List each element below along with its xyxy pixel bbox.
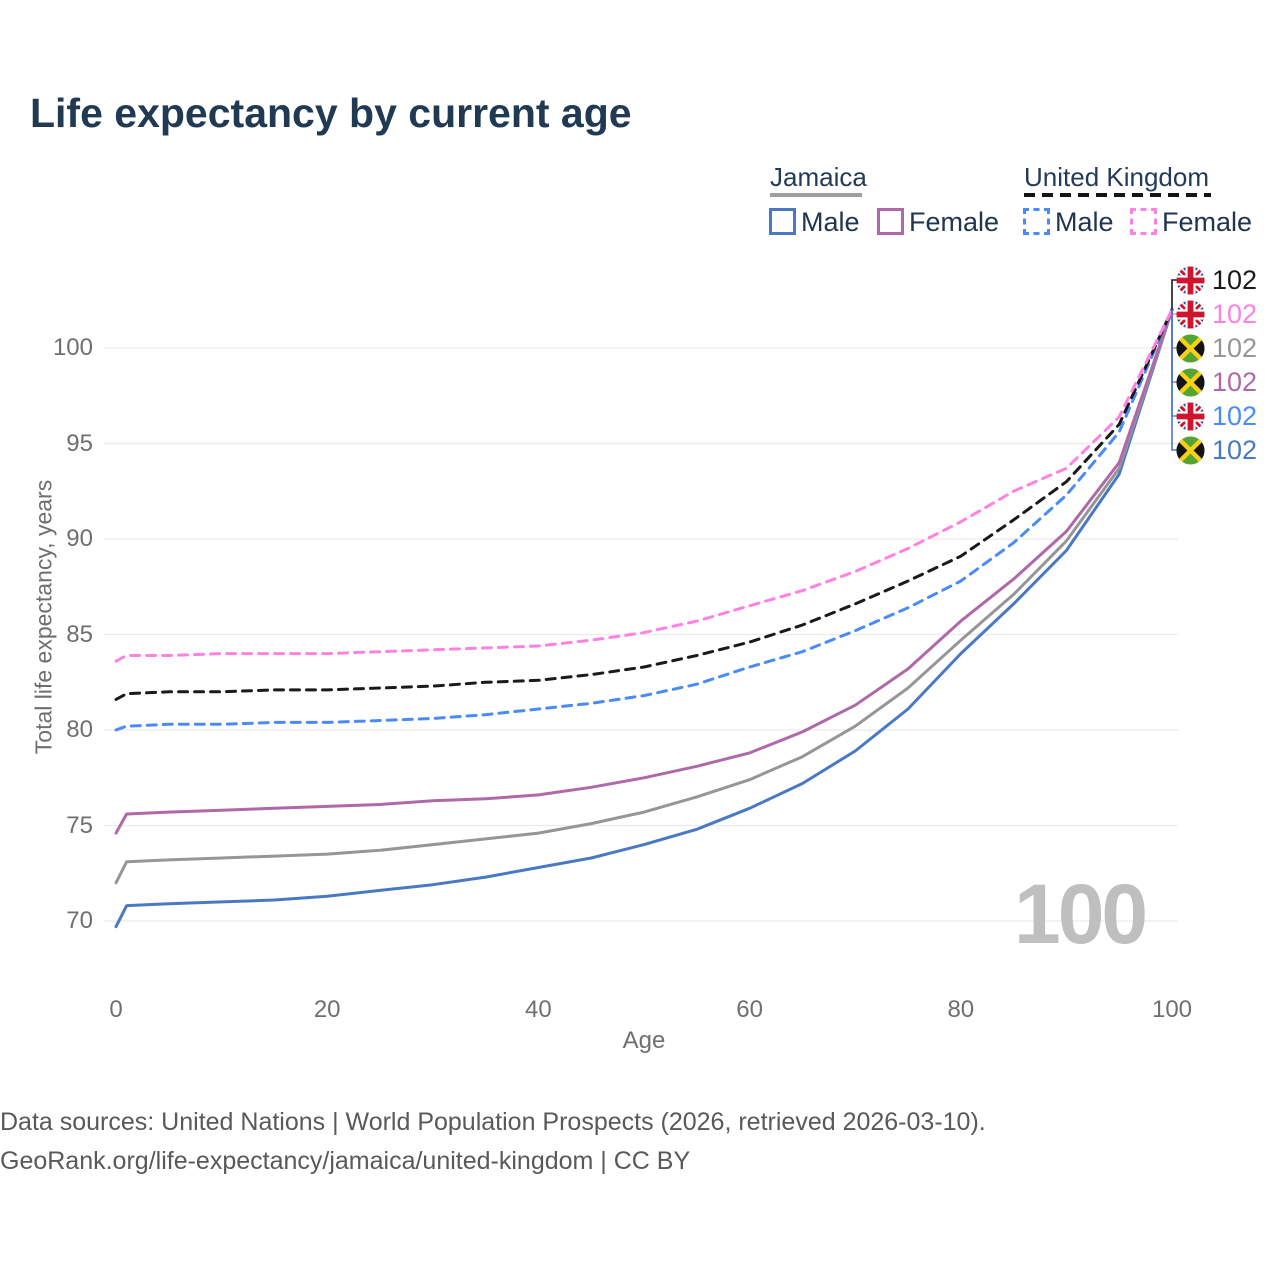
end-label-row: 102 <box>1176 399 1257 433</box>
jamaica-flag-icon <box>1176 368 1205 397</box>
x-tick-label: 0 <box>109 996 123 1023</box>
end-label-value: 102 <box>1212 332 1258 363</box>
y-tick-label: 100 <box>52 334 93 361</box>
series-line-jamaica-male <box>114 308 1174 929</box>
series-line-united-kingdom-male <box>114 308 1174 732</box>
y-tick-label: 75 <box>66 811 93 839</box>
x-tick-label: 80 <box>947 996 975 1023</box>
x-tick-label: 100 <box>1151 996 1193 1023</box>
x-tick-label: 40 <box>525 996 552 1023</box>
y-tick-label: 90 <box>66 525 93 552</box>
legend-swatch-uk-female[interactable] <box>1130 208 1157 235</box>
series-line-jamaica-both-sexes <box>114 308 1174 885</box>
age-watermark: 100 <box>1014 867 1148 961</box>
x-axis-title: Age <box>622 1027 666 1054</box>
end-label-value: 102 <box>1212 434 1258 465</box>
uk-flag-icon <box>1176 300 1205 329</box>
end-label-connector <box>1171 309 1178 451</box>
end-label-row: 102 <box>1176 433 1257 467</box>
footer-sources: Data sources: United Nations | World Pop… <box>0 1108 986 1136</box>
y-tick-label: 85 <box>66 620 93 648</box>
x-tick-label: 60 <box>736 996 763 1023</box>
legend-label-jamaica-male[interactable]: Male <box>801 207 860 237</box>
legend-swatch-uk-male[interactable] <box>1023 208 1050 235</box>
end-label-row: 102 <box>1176 365 1257 399</box>
end-label-value: 102 <box>1212 264 1258 295</box>
uk-flag-icon <box>1176 402 1205 431</box>
series-line-united-kingdom-female <box>114 308 1174 663</box>
end-label-connector <box>1171 279 1178 310</box>
footer-url[interactable]: GeoRank.org/life-expectancy/jamaica/unit… <box>0 1147 691 1175</box>
legend-label-jamaica-female[interactable]: Female <box>909 207 1000 237</box>
legend-swatch-jamaica-female[interactable] <box>877 208 904 235</box>
end-label-row: 102 <box>1176 297 1257 331</box>
jamaica-flag-icon <box>1176 334 1205 363</box>
page-title: Life expectancy by current age <box>30 90 632 136</box>
series-line-united-kingdom-both-sexes <box>114 308 1174 701</box>
legend-label-uk-female[interactable]: Female <box>1162 207 1253 237</box>
y-tick-label: 95 <box>66 429 93 457</box>
y-tick-label: 80 <box>66 716 93 743</box>
y-tick-label: 70 <box>66 907 93 934</box>
series-line-jamaica-female <box>114 308 1174 835</box>
x-tick-label: 20 <box>313 996 341 1023</box>
legend-uk-line-sample <box>1024 193 1211 197</box>
y-axis-title: Total life expectancy, years <box>30 479 57 755</box>
jamaica-flag-icon <box>1176 436 1205 465</box>
legend-group-uk-label: United Kingdom <box>1024 162 1209 192</box>
end-label-value: 102 <box>1212 298 1258 329</box>
end-label-value: 102 <box>1212 366 1258 397</box>
end-label-row: 102 <box>1176 331 1257 365</box>
legend-jamaica-line-sample <box>770 193 862 197</box>
end-label-row: 102 <box>1176 263 1257 297</box>
legend-label-uk-male[interactable]: Male <box>1055 207 1114 237</box>
legend-swatch-jamaica-male[interactable] <box>769 208 796 235</box>
uk-flag-icon <box>1176 266 1205 295</box>
legend-group-jamaica-label: Jamaica <box>770 162 867 192</box>
end-label-value: 102 <box>1212 400 1258 431</box>
